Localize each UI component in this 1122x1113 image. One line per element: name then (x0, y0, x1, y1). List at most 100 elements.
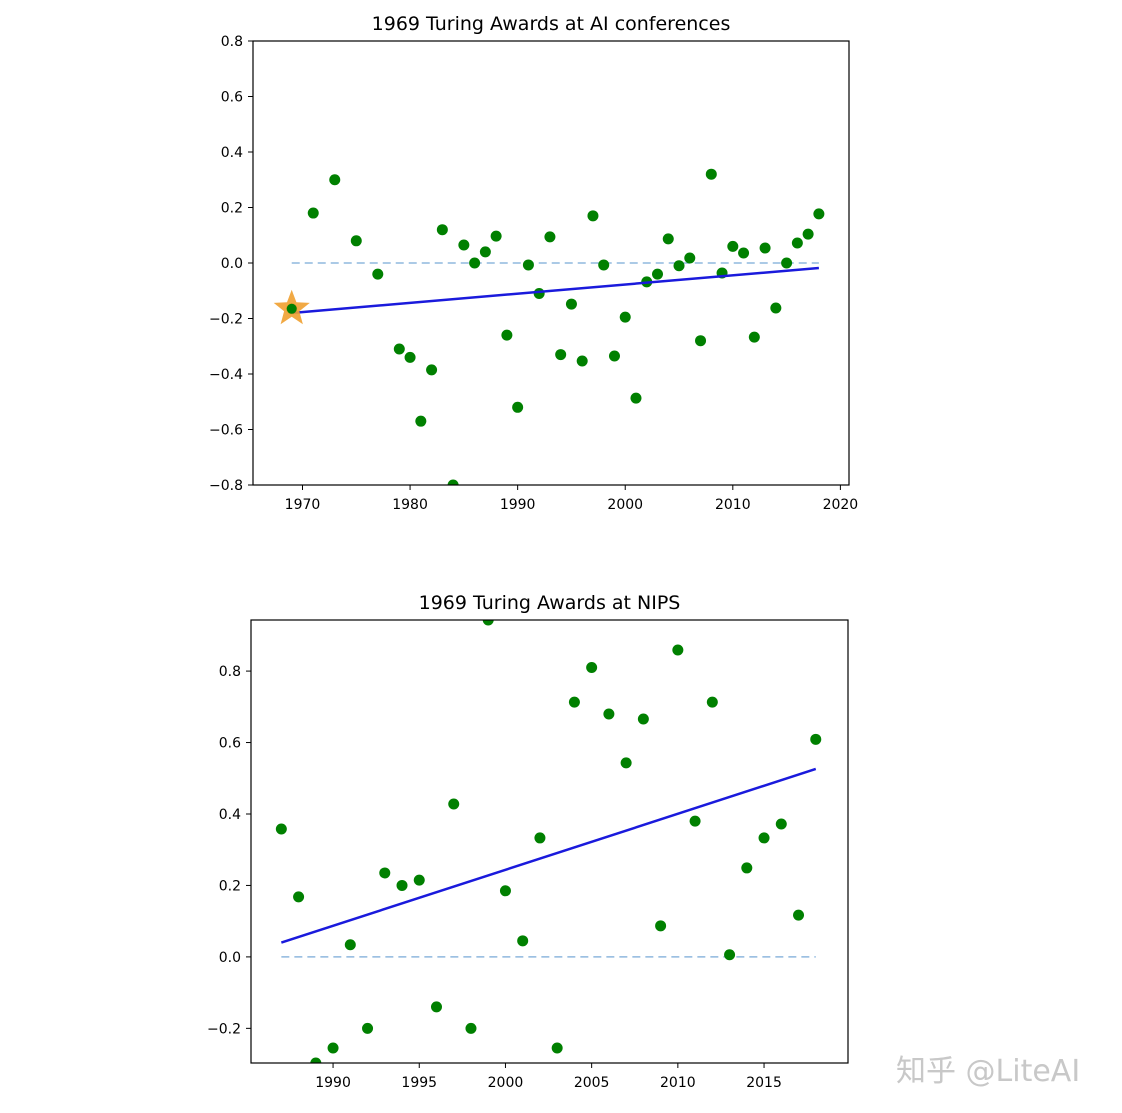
x-tick-label: 1980 (392, 497, 428, 513)
data-point (662, 233, 674, 245)
data-point (501, 329, 513, 341)
data-point (286, 303, 297, 314)
data-point (684, 252, 696, 264)
x-tick-label: 2010 (660, 1075, 696, 1091)
data-point (534, 832, 546, 844)
data-point (727, 240, 739, 252)
data-point (544, 231, 556, 243)
data-point (587, 210, 599, 222)
x-tick-label: 1970 (285, 497, 321, 513)
data-point (448, 798, 460, 810)
chart-2: 1969 Turing Awards at NIPS 1990 1995 2000 20… (207, 592, 849, 1091)
data-point (781, 257, 793, 269)
chart-1: 1969 Turing Awards at AI conferences 1970… (209, 13, 858, 513)
data-point (393, 343, 405, 355)
data-point (637, 713, 649, 725)
data-point (307, 207, 319, 219)
data-point (619, 311, 631, 323)
data-point (482, 620, 494, 626)
data-point (350, 235, 362, 247)
data-point (522, 259, 534, 271)
data-point (775, 818, 787, 830)
data-point (426, 364, 438, 376)
data-point (813, 208, 825, 220)
data-point (396, 879, 408, 891)
x-tick-label: 2010 (715, 497, 751, 513)
data-point (293, 891, 305, 903)
x-tick-label: 2005 (574, 1075, 610, 1091)
data-point (568, 696, 580, 708)
y-tick-label: 0.6 (221, 90, 243, 106)
data-point (310, 1057, 322, 1063)
data-points (275, 620, 822, 1063)
y-tick-label: 0.0 (221, 256, 243, 272)
data-point (793, 909, 805, 921)
data-point (372, 268, 384, 280)
data-point (770, 302, 782, 314)
data-point (620, 757, 632, 769)
data-point (430, 1001, 442, 1013)
data-point (469, 257, 481, 269)
data-point (465, 1022, 477, 1034)
x-tick-label: 1990 (500, 497, 536, 513)
data-point (655, 920, 667, 932)
data-point (689, 815, 701, 827)
data-point (759, 242, 771, 254)
data-point (379, 867, 391, 879)
data-point (748, 331, 760, 343)
chart-title: 1969 Turing Awards at AI conferences (372, 13, 731, 35)
data-point (499, 885, 511, 897)
data-point (673, 260, 685, 272)
y-tick-label: −0.8 (209, 478, 243, 494)
data-point (555, 349, 567, 361)
data-point (672, 644, 684, 656)
data-point (741, 862, 753, 874)
data-point (362, 1022, 374, 1034)
x-tick-label: 1995 (401, 1075, 437, 1091)
data-point (415, 415, 427, 427)
data-points (286, 168, 825, 485)
data-point (706, 696, 718, 708)
y-tick-label: −0.2 (209, 312, 243, 328)
data-point (810, 733, 822, 745)
axes-frame (252, 40, 850, 486)
trend-line (280, 767, 817, 944)
watermark: 知乎 @LiteAI (896, 1054, 1081, 1089)
data-point (576, 355, 588, 367)
axes-frame (250, 619, 849, 1064)
y-tick-label: 0.4 (219, 807, 241, 823)
trend-line (291, 266, 819, 315)
y-tick-label: −0.2 (207, 1021, 241, 1037)
data-point (512, 401, 524, 413)
y-tick-label: 0.6 (219, 736, 241, 752)
y-tick-label: 0.8 (221, 34, 243, 50)
data-point (695, 335, 707, 347)
data-point (329, 174, 341, 186)
y-tick-label: 0.2 (219, 878, 241, 894)
data-point (791, 237, 803, 249)
data-point (458, 239, 470, 251)
data-point (413, 874, 425, 886)
data-point (608, 350, 620, 362)
y-tick-label: 0.2 (221, 201, 243, 217)
x-tick-label: 2020 (823, 497, 859, 513)
data-point (758, 832, 770, 844)
data-point (586, 662, 598, 674)
x-tick-label: 1990 (315, 1075, 351, 1091)
x-tick-label: 2015 (746, 1075, 782, 1091)
data-point (598, 259, 610, 271)
data-point (517, 935, 529, 947)
data-point (479, 246, 491, 258)
y-tick-label: −0.4 (209, 367, 243, 383)
y-tick-label: −0.6 (209, 423, 243, 439)
data-point (533, 288, 545, 300)
data-point (738, 247, 750, 259)
data-point (551, 1042, 563, 1054)
chart-title: 1969 Turing Awards at NIPS (419, 592, 681, 614)
x-tick-label: 2000 (488, 1075, 524, 1091)
data-point (565, 298, 577, 310)
y-tick-label: 0.4 (221, 145, 243, 161)
data-point (327, 1042, 339, 1054)
data-point (404, 351, 416, 363)
